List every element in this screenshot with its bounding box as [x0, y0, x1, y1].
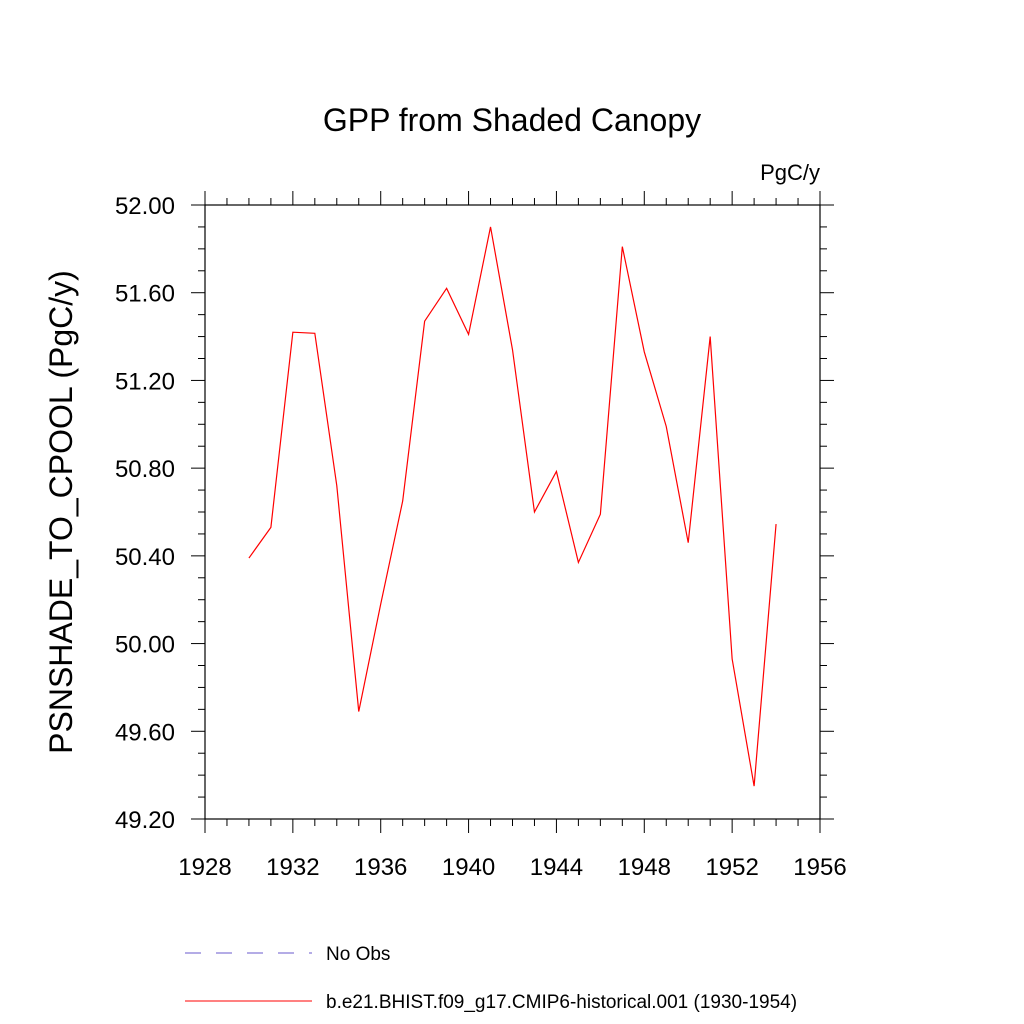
series-group: [248, 226, 777, 787]
x-axis-tick-labels: 1928 1932 1936 1940 1944 1948 1952 1956: [178, 854, 846, 881]
y-tick-label: 49.60: [115, 719, 175, 746]
x-tick-label: 1936: [354, 854, 407, 881]
y-tick-label: 52.00: [115, 193, 175, 220]
x-tick-label: 1956: [793, 854, 846, 881]
units-label: PgC/y: [760, 160, 820, 185]
y-tick-label: 50.40: [115, 544, 175, 571]
x-axis-ticks: [204, 191, 821, 833]
y-tick-label: 50.80: [115, 456, 175, 483]
y-axis-label: PSNSHADE_TO_CPOOL (PgC/y): [43, 270, 79, 754]
y-axis-ticks: [191, 204, 834, 820]
x-tick-label: 1952: [705, 854, 758, 881]
y-tick-label: 49.20: [115, 807, 175, 834]
legend-label: No Obs: [326, 944, 390, 965]
x-tick-label: 1948: [618, 854, 671, 881]
y-axis-tick-labels: 49.20 49.60 50.00 50.40 50.80 51.20 51.60 52.00: [115, 193, 175, 834]
legend-label: b.e21.BHIST.f09_g17.CMIP6-historical.001…: [326, 992, 797, 1013]
y-tick-label: 51.20: [115, 368, 175, 395]
plot-frame: [204, 204, 821, 820]
plot-border: [204, 204, 821, 820]
x-tick-label: 1932: [266, 854, 319, 881]
legend: No Obs b.e21.BHIST.f09_g17.CMIP6-historic…: [185, 944, 797, 1013]
x-tick-label: 1944: [530, 854, 583, 881]
y-tick-label: 50.00: [115, 632, 175, 659]
chart-title: GPP from Shaded Canopy: [323, 102, 701, 138]
x-tick-label: 1940: [442, 854, 495, 881]
series-line: [248, 226, 777, 787]
y-tick-label: 51.60: [115, 281, 175, 308]
x-tick-label: 1928: [178, 854, 231, 881]
